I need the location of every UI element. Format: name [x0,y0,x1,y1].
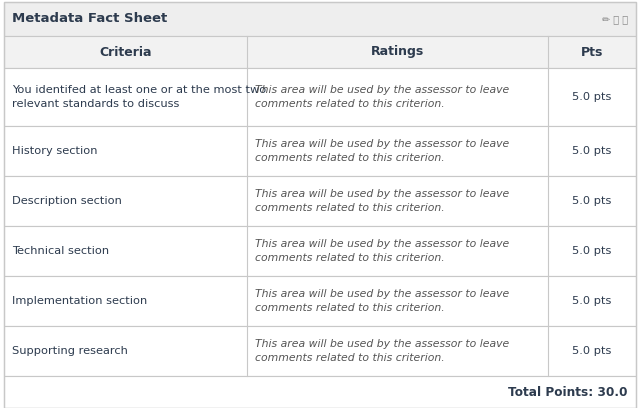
Text: History section: History section [12,146,97,156]
Text: This area will be used by the assessor to leave
comments related to this criteri: This area will be used by the assessor t… [255,189,509,213]
Text: Description section: Description section [12,196,122,206]
Text: 5.0 pts: 5.0 pts [572,92,611,102]
Text: 5.0 pts: 5.0 pts [572,246,611,256]
Bar [4,326,636,376]
Text: This area will be used by the assessor to leave
comments related to this criteri: This area will be used by the assessor t… [255,289,509,313]
Text: This area will be used by the assessor to leave
comments related to this criteri: This area will be used by the assessor t… [255,140,509,163]
Text: Criteria: Criteria [99,46,152,58]
Bar [4,176,636,226]
Bar [4,226,636,276]
Bar [4,376,636,408]
Text: 5.0 pts: 5.0 pts [572,196,611,206]
Text: Pts: Pts [580,46,603,58]
Text: Total Points: 30.0: Total Points: 30.0 [509,386,628,399]
Bar [4,68,636,126]
Text: 5.0 pts: 5.0 pts [572,346,611,356]
Bar [4,2,636,36]
Bar [4,276,636,326]
Text: ✏ 🔍 🗑: ✏ 🔍 🗑 [602,14,628,24]
Text: You identifed at least one or at the most two
relevant standards to discuss: You identifed at least one or at the mos… [12,85,266,109]
Text: Metadata Fact Sheet: Metadata Fact Sheet [12,13,167,25]
Text: Supporting research: Supporting research [12,346,128,356]
Text: This area will be used by the assessor to leave
comments related to this criteri: This area will be used by the assessor t… [255,85,509,109]
Text: Ratings: Ratings [371,46,424,58]
Text: Technical section: Technical section [12,246,109,256]
Text: This area will be used by the assessor to leave
comments related to this criteri: This area will be used by the assessor t… [255,239,509,263]
Bar [4,36,636,68]
Bar [4,126,636,176]
Text: 5.0 pts: 5.0 pts [572,146,611,156]
Text: Implementation section: Implementation section [12,296,147,306]
Text: This area will be used by the assessor to leave
comments related to this criteri: This area will be used by the assessor t… [255,339,509,363]
Text: 5.0 pts: 5.0 pts [572,296,611,306]
